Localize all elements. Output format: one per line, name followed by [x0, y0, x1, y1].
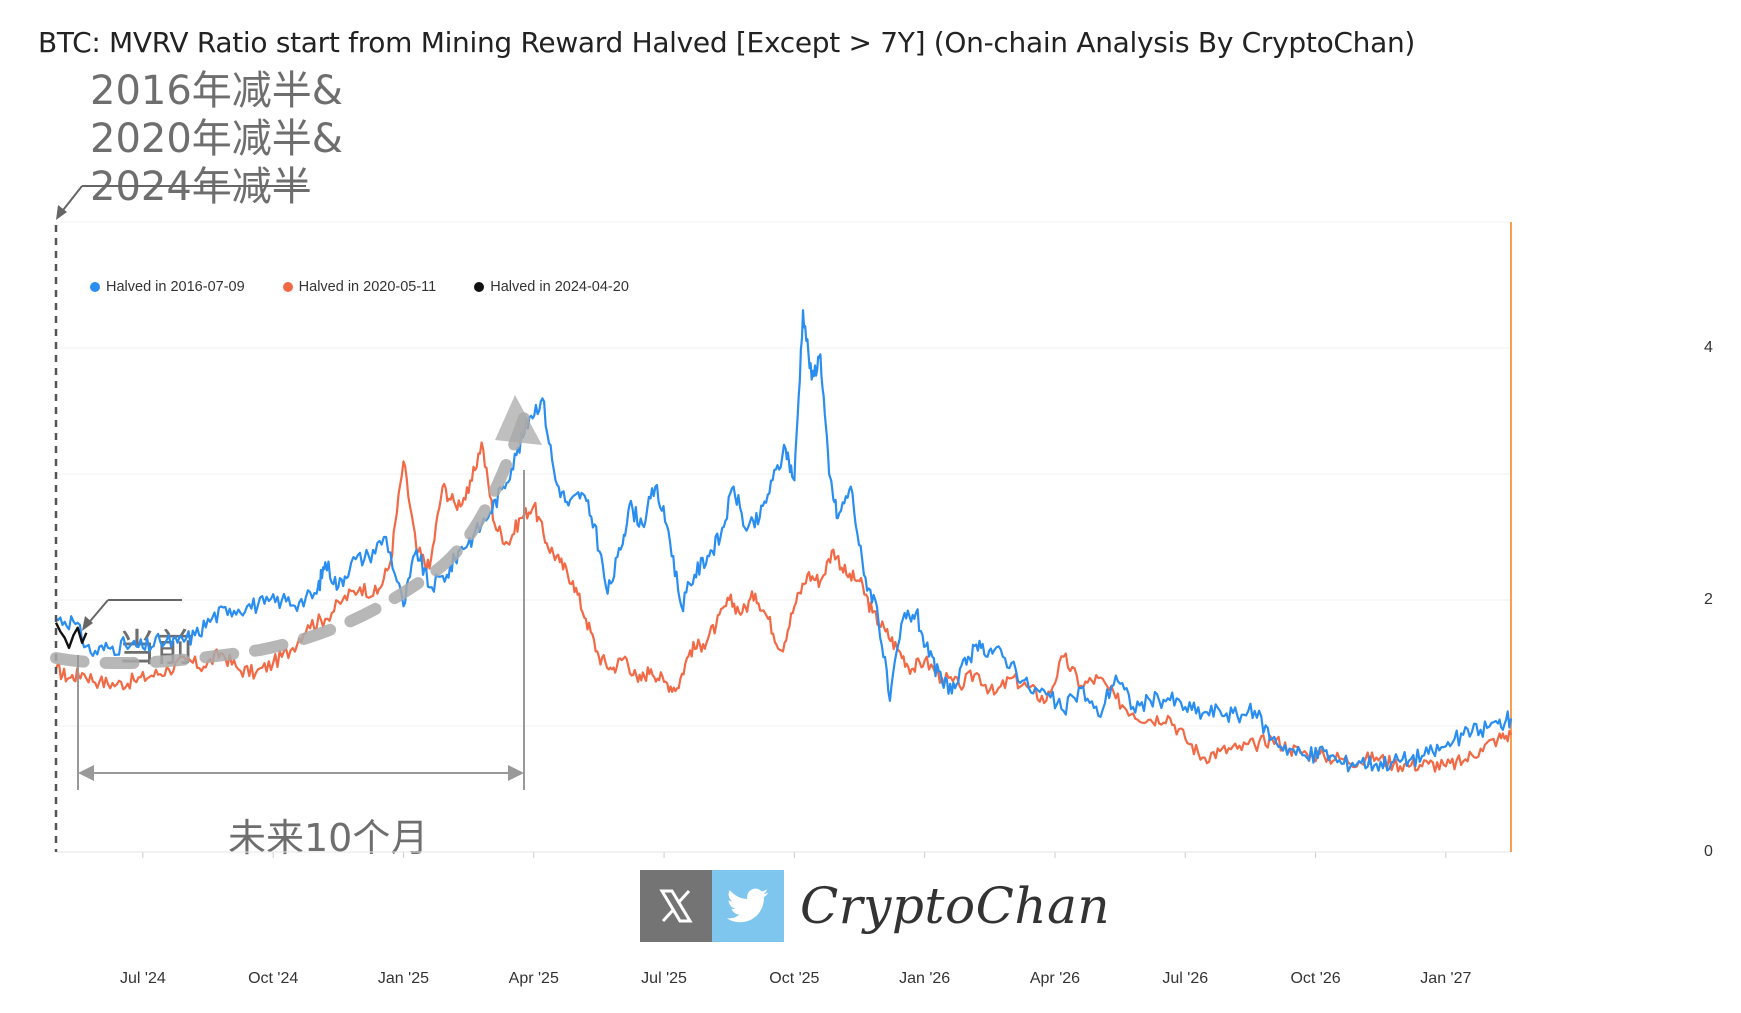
watermark-text: CryptoChan [800, 877, 1111, 935]
y-tick-label: 0 [1704, 843, 1713, 860]
future-span-right-arrowhead [508, 765, 524, 781]
chart-title: BTC: MVRV Ratio start from Mining Reward… [38, 26, 1416, 59]
halving-pointer-arrow-line [59, 185, 83, 215]
series-line-2024-04-20 [54, 622, 88, 650]
y-tick-label: 4 [1704, 339, 1713, 356]
legend-item-2016[interactable]: Halved in 2016-07-09 [90, 279, 245, 295]
series-layer [54, 309, 1513, 773]
x-tick-label: Jan '25 [377, 970, 429, 987]
watermark: CryptoChan [640, 870, 1110, 942]
y-tick-label: 2 [1704, 591, 1713, 608]
legend-label-2016: Halved in 2016-07-09 [106, 279, 245, 295]
current-arrowhead [82, 616, 93, 631]
x-tick-label: Jul '25 [641, 970, 687, 987]
projected-trend-dashed-path [50, 409, 531, 670]
legend-item-2024[interactable]: Halved in 2024-04-20 [474, 279, 629, 295]
legend-item-2020[interactable]: Halved in 2020-05-11 [282, 279, 437, 295]
projected-trend-arrowhead [495, 395, 542, 445]
legend-dot-2024 [474, 282, 485, 292]
legend-dot-2020 [282, 282, 293, 292]
twitter-bird-icon [712, 870, 784, 942]
series-line-2016-07-09 [55, 309, 1513, 773]
halving-annotation-line-2: 2020年减半& [90, 116, 343, 162]
halving-annotation-line-1: 2016年减半& [90, 68, 343, 114]
x-tick-label: Oct '25 [769, 970, 820, 987]
x-logo-icon [640, 870, 712, 942]
halving-arrowhead [56, 205, 67, 220]
future-10-months-annotation: 未来10个月 [228, 816, 429, 860]
annotation-overlay [50, 185, 542, 852]
legend-label-2024: Halved in 2024-04-20 [490, 279, 629, 295]
gridlines [56, 221, 1512, 858]
future-span-left-arrowhead [78, 765, 94, 781]
x-tick-label: Oct '24 [248, 970, 299, 987]
legend-dot-2016 [90, 282, 100, 292]
x-tick-label: Jan '27 [1420, 970, 1472, 987]
x-tick-label: Jul '26 [1162, 970, 1209, 987]
legend: Halved in 2016-07-09 Halved in 2020-05-1… [90, 279, 629, 295]
x-tick-label: Apr '25 [508, 970, 559, 987]
series-line-2020-05-11 [54, 441, 1513, 773]
legend-label-2020: Halved in 2020-05-11 [298, 279, 437, 295]
x-tick-label: Jan '26 [899, 970, 951, 987]
x-tick-label: Oct '26 [1290, 970, 1341, 987]
x-tick-label: Jul '24 [119, 970, 166, 987]
x-tick-label: Apr '26 [1029, 970, 1081, 987]
